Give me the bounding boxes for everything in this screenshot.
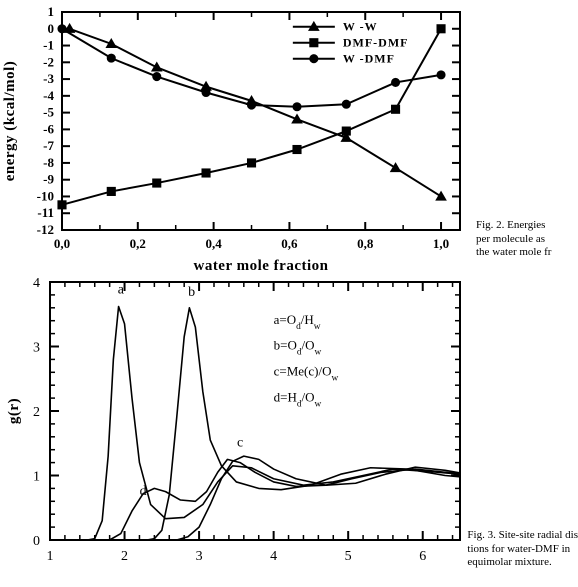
- svg-text:0,6: 0,6: [281, 236, 298, 251]
- svg-text:-1: -1: [43, 38, 54, 53]
- svg-text:water mole fraction: water mole fraction: [193, 258, 328, 274]
- svg-text:W -DMF: W -DMF: [343, 52, 395, 66]
- svg-text:energy (kcal/mol): energy (kcal/mol): [2, 61, 18, 182]
- svg-text:6: 6: [419, 549, 426, 564]
- svg-text:3: 3: [33, 341, 40, 356]
- svg-text:4: 4: [270, 549, 277, 564]
- svg-text:g(r): g(r): [6, 398, 22, 424]
- svg-text:1,0: 1,0: [433, 236, 449, 251]
- figure-2-caption: Fig. 2. Energiesper molecule asthe water…: [472, 219, 551, 274]
- svg-text:0: 0: [33, 534, 40, 549]
- svg-text:0,0: 0,0: [54, 236, 70, 251]
- figure-2-block: 0,00,20,40,60,81,0-12-11-10-9-8-7-6-5-4-…: [0, 0, 578, 274]
- svg-text:-5: -5: [43, 105, 54, 120]
- svg-text:-6: -6: [43, 121, 54, 136]
- figure-3-chart: 12345601234g(r)abcda=Od/Hwb=Od/Owc=Me(c)…: [0, 274, 463, 584]
- svg-text:-10: -10: [37, 188, 54, 203]
- svg-text:1: 1: [33, 470, 40, 485]
- svg-text:-3: -3: [43, 71, 54, 86]
- figure-3-caption: Fig. 3. Site-site radial distions for wa…: [463, 529, 578, 584]
- svg-text:d=Hd/Ow: d=Hd/Ow: [274, 389, 322, 409]
- svg-text:1: 1: [48, 4, 55, 19]
- svg-text:0,2: 0,2: [130, 236, 146, 251]
- svg-text:3: 3: [196, 549, 203, 564]
- svg-text:a=Od/Hw: a=Od/Hw: [274, 312, 321, 332]
- svg-text:b: b: [188, 285, 195, 300]
- svg-text:-12: -12: [37, 222, 54, 237]
- svg-text:0: 0: [48, 21, 55, 36]
- svg-text:a: a: [118, 283, 125, 298]
- svg-text:0,8: 0,8: [357, 236, 374, 251]
- svg-text:-4: -4: [43, 88, 54, 103]
- svg-text:2: 2: [121, 549, 128, 564]
- svg-text:b=Od/Ow: b=Od/Ow: [274, 338, 322, 358]
- svg-text:DMF-DMF: DMF-DMF: [343, 36, 409, 50]
- svg-text:4: 4: [33, 276, 40, 291]
- svg-text:W -W: W -W: [343, 20, 378, 34]
- svg-text:c=Me(c)/Ow: c=Me(c)/Ow: [274, 364, 339, 384]
- svg-text:-2: -2: [43, 54, 54, 69]
- svg-text:d: d: [140, 484, 147, 499]
- svg-text:1: 1: [47, 549, 54, 564]
- figure-2-chart: 0,00,20,40,60,81,0-12-11-10-9-8-7-6-5-4-…: [0, 0, 472, 274]
- svg-text:5: 5: [345, 549, 352, 564]
- svg-text:-8: -8: [43, 155, 54, 170]
- svg-text:0,4: 0,4: [205, 236, 222, 251]
- svg-text:-11: -11: [37, 205, 54, 220]
- svg-text:c: c: [237, 435, 243, 450]
- svg-text:2: 2: [33, 405, 40, 420]
- svg-text:-9: -9: [43, 172, 54, 187]
- svg-text:-7: -7: [43, 138, 54, 153]
- figure-3-block: 12345601234g(r)abcda=Od/Hwb=Od/Owc=Me(c)…: [0, 274, 578, 584]
